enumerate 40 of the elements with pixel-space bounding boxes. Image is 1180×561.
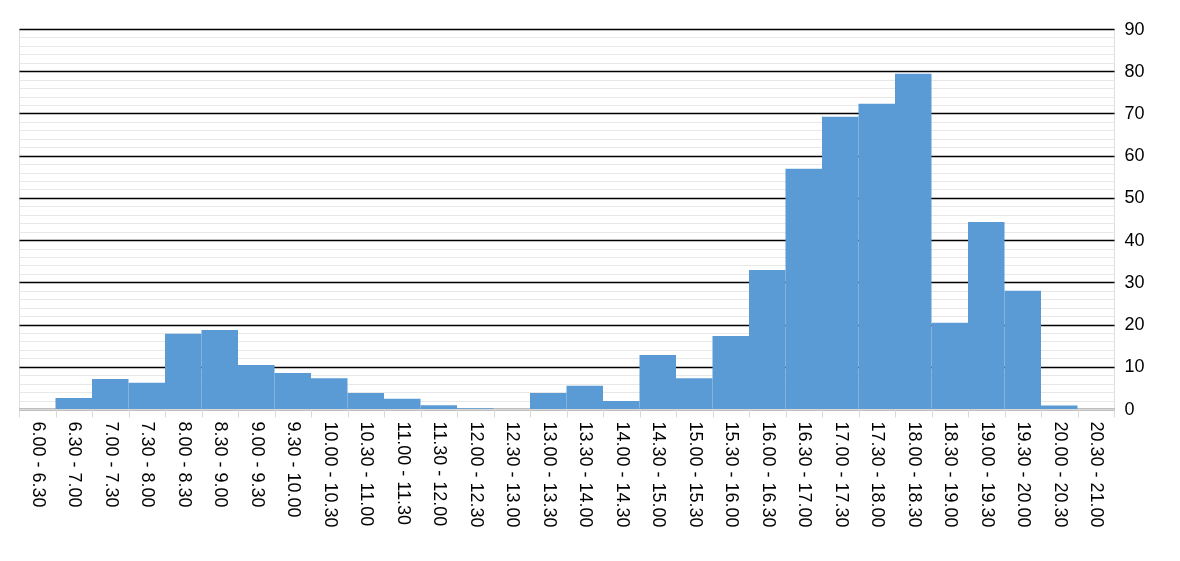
x-tick-label: 19.00 - 19.30 (977, 421, 998, 528)
y-tick-label: 0 (1124, 398, 1135, 419)
x-tick-label: 13.00 - 13.30 (539, 421, 560, 528)
y-tick-label: 70 (1124, 102, 1145, 123)
y-tick-label: 20 (1124, 314, 1145, 335)
x-tick-label: 15.30 - 16.00 (722, 421, 743, 528)
x-tick-label: 17.30 - 18.00 (868, 421, 889, 528)
x-tick-label: 15.00 - 15.30 (685, 421, 706, 528)
x-tick-label: 20.00 - 20.30 (1050, 421, 1071, 528)
x-tick-label: 11.30 - 12.00 (430, 421, 451, 527)
x-tick-label: 8.00 - 8.30 (174, 421, 195, 508)
x-tick-label: 8.30 - 9.00 (211, 421, 232, 508)
y-tick-label: 50 (1124, 187, 1145, 208)
x-tick-label: 13.30 - 14.00 (576, 421, 597, 528)
y-tick-label: 10 (1124, 356, 1145, 377)
x-tick-label: 18.00 - 18.30 (904, 421, 925, 528)
y-tick-label: 30 (1124, 271, 1145, 292)
y-tick-label: 90 (1124, 18, 1145, 39)
x-tick-label: 19.30 - 20.00 (1014, 421, 1035, 528)
x-tick-label: 11.00 - 11.30 (393, 421, 414, 525)
x-tick-label: 9.00 - 9.30 (247, 421, 268, 508)
x-tick-label: 7.00 - 7.30 (101, 421, 122, 508)
x-tick-label: 18.30 - 19.00 (941, 421, 962, 528)
y-tick-label: 60 (1124, 145, 1145, 166)
x-tick-label: 16.00 - 16.30 (758, 421, 779, 528)
x-tick-label: 16.30 - 17.00 (795, 421, 816, 528)
x-tick-label: 17.00 - 17.30 (831, 421, 852, 528)
x-tick-label: 10.00 - 10.30 (320, 421, 341, 528)
y-tick-label: 80 (1124, 60, 1145, 81)
x-tick-label: 20.30 - 21.00 (1087, 421, 1108, 528)
x-tick-label: 12.00 - 12.30 (466, 421, 487, 528)
y-tick-label: 40 (1124, 229, 1145, 250)
x-tick-label: 14.00 - 14.30 (612, 421, 633, 528)
x-tick-label: 7.30 - 8.00 (138, 421, 159, 508)
x-tick-label: 12.30 - 13.00 (503, 421, 524, 528)
x-tick-label: 9.30 - 10.00 (284, 421, 305, 518)
x-tick-label: 14.30 - 15.00 (649, 421, 670, 528)
x-tick-label: 10.30 - 11.00 (357, 421, 378, 527)
x-tick-label: 6.30 - 7.00 (65, 421, 86, 508)
x-tick-label: 6.00 - 6.30 (28, 421, 49, 508)
